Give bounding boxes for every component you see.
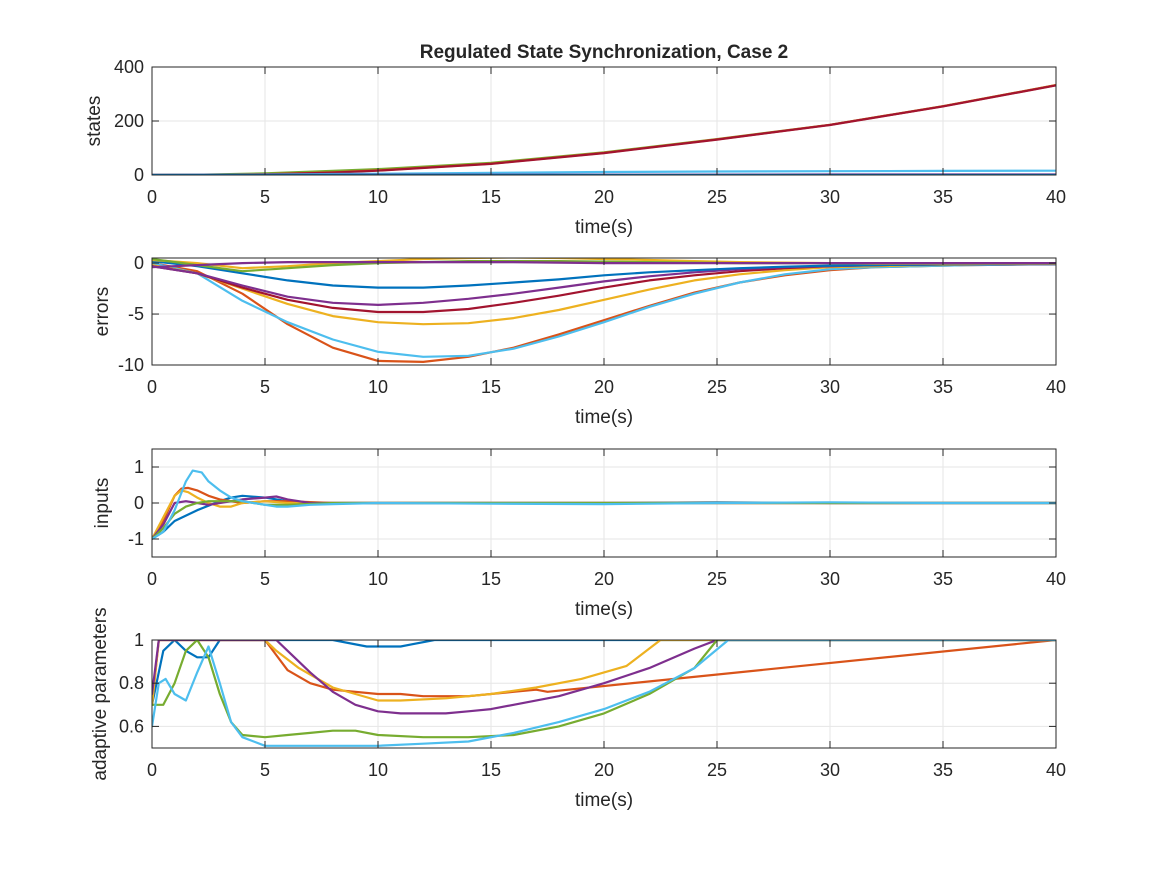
errors-xtick-label: 0 xyxy=(147,377,157,397)
errors-axes: 0 5 10 15 20 25 30 35 40 -10 -5 0 time(s) errors xyxy=(92,253,1066,428)
errors-xtick-label: 40 xyxy=(1046,377,1066,397)
errors-ylabel: errors xyxy=(92,287,113,337)
states-xtick-label: 10 xyxy=(368,187,388,207)
adaptive-parameters-xtick-label: 40 xyxy=(1046,760,1066,780)
inputs-series-u6 xyxy=(152,469,1056,541)
adaptive-parameters-series-p5 xyxy=(152,640,1056,739)
states-xlabel: time(s) xyxy=(575,217,633,238)
adaptive-parameters-ylabel: adaptive parameters xyxy=(90,607,111,780)
inputs-xtick-label: 30 xyxy=(820,569,840,589)
inputs-xtick-label: 10 xyxy=(368,569,388,589)
inputs-xlabel: time(s) xyxy=(575,599,633,620)
states-ytick-label: 200 xyxy=(114,111,144,131)
adaptive-parameters-series-p1 xyxy=(152,640,1056,706)
errors-xtick-label: 10 xyxy=(368,377,388,397)
errors-xtick-label: 35 xyxy=(933,377,953,397)
errors-xlabel: time(s) xyxy=(575,407,633,428)
adaptive-parameters-series-p3 xyxy=(152,640,1056,706)
states-xtick-label: 40 xyxy=(1046,187,1066,207)
adaptive-parameters-ytick-label: 0.6 xyxy=(119,716,144,736)
adaptive-parameters-xtick-label: 20 xyxy=(594,760,614,780)
states-xtick-label: 20 xyxy=(594,187,614,207)
adaptive-parameters-ytick-label: 0.8 xyxy=(119,673,144,693)
inputs-ytick-label: -1 xyxy=(128,529,144,549)
adaptive-parameters-xlabel: time(s) xyxy=(575,790,633,811)
inputs-xtick-label: 5 xyxy=(260,569,270,589)
figure-title: Regulated State Synchronization, Case 2 xyxy=(420,42,788,63)
errors-xtick-label: 20 xyxy=(594,377,614,397)
adaptive-parameters-ytick-label: 1 xyxy=(134,630,144,650)
errors-xtick-label: 15 xyxy=(481,377,501,397)
inputs-xtick-label: 40 xyxy=(1046,569,1066,589)
adaptive-parameters-xtick-label: 15 xyxy=(481,760,501,780)
errors-xtick-label: 5 xyxy=(260,377,270,397)
states-xtick-label: 25 xyxy=(707,187,727,207)
inputs-xtick-label: 25 xyxy=(707,569,727,589)
inputs-ytick-label: 0 xyxy=(134,493,144,513)
adaptive-parameters-series-p2 xyxy=(152,640,1056,706)
adaptive-parameters-series-group xyxy=(152,640,1056,747)
errors-xtick-label: 25 xyxy=(707,377,727,397)
inputs-xtick-label: 20 xyxy=(594,569,614,589)
adaptive-parameters-xtick-label: 5 xyxy=(260,760,270,780)
adaptive-parameters-xtick-label: 30 xyxy=(820,760,840,780)
inputs-ylabel: inputs xyxy=(92,478,113,529)
adaptive-parameters-series-p4 xyxy=(152,640,1056,715)
states-xtick-label: 5 xyxy=(260,187,270,207)
errors-ytick-label: -5 xyxy=(128,304,144,324)
states-ytick-label: 400 xyxy=(114,57,144,77)
adaptive-parameters-series-p6 xyxy=(152,640,1056,747)
states-xtick-label: 0 xyxy=(147,187,157,207)
states-xtick-label: 30 xyxy=(820,187,840,207)
states-ylabel: states xyxy=(84,96,105,147)
errors-ytick-label: -10 xyxy=(118,355,144,375)
adaptive-parameters-xtick-label: 10 xyxy=(368,760,388,780)
adaptive-parameters-axes: 0 5 10 15 20 25 30 35 40 0.6 0.8 1 time(s) adaptive p… xyxy=(90,607,1066,811)
inputs-xtick-label: 15 xyxy=(481,569,501,589)
inputs-ytick-label: 1 xyxy=(134,457,144,477)
states-xtick-label: 35 xyxy=(933,187,953,207)
inputs-xtick-label: 0 xyxy=(147,569,157,589)
adaptive-parameters-xtick-label: 25 xyxy=(707,760,727,780)
errors-ytick-label: 0 xyxy=(134,253,144,273)
errors-xtick-label: 30 xyxy=(820,377,840,397)
inputs-xtick-label: 35 xyxy=(933,569,953,589)
adaptive-parameters-xtick-label: 0 xyxy=(147,760,157,780)
adaptive-parameters-xtick-label: 35 xyxy=(933,760,953,780)
states-xtick-label: 15 xyxy=(481,187,501,207)
errors-series-e6 xyxy=(152,260,1056,289)
inputs-series-group xyxy=(152,469,1056,541)
states-ytick-label: 0 xyxy=(134,165,144,185)
